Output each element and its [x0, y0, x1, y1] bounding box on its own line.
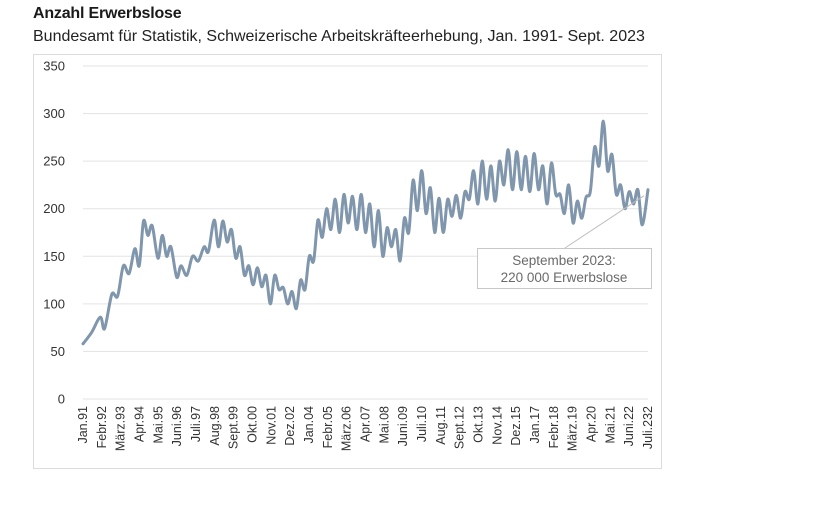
x-tick-label: Dez.15 [509, 406, 523, 446]
x-tick-label: März.19 [566, 406, 580, 451]
x-tick-label: Juli.97 [189, 406, 203, 442]
y-tick-label: 50 [51, 344, 65, 359]
y-tick-label: 150 [43, 249, 65, 264]
chart-subtitle: Bundesamt für Statistik, Schweizerische … [33, 28, 645, 45]
x-tick-label: Dez.02 [283, 406, 297, 446]
x-tick-label: Aug.11 [434, 406, 448, 445]
x-tick-label: Juni.22 [622, 406, 636, 446]
x-tick-label: Juli.232 [641, 406, 655, 449]
y-tick-label: 200 [43, 201, 65, 216]
annotation-line-1: September 2023: [512, 253, 616, 268]
x-tick-label: Sept.99 [227, 406, 241, 449]
x-tick-label: Jan.17 [528, 406, 542, 444]
x-tick-label: Okt.13 [472, 406, 486, 443]
series-line [81, 119, 650, 346]
annotation-leader [564, 195, 645, 249]
x-tick-label: Apr.07 [359, 406, 373, 442]
x-tick-label: Apr.20 [585, 406, 599, 442]
x-tick-label: Jan.91 [76, 406, 90, 444]
x-tick-label: Mai.95 [151, 406, 165, 444]
y-tick-label: 0 [58, 392, 65, 407]
x-tick-label: Febr.05 [321, 406, 335, 448]
y-tick-label: 350 [43, 59, 65, 74]
x-tick-label: Nov.14 [490, 406, 504, 445]
x-tick-label: Juni.96 [170, 406, 184, 446]
x-tick-label: Sept.12 [453, 406, 467, 449]
y-tick-label: 300 [43, 106, 65, 121]
x-tick-label: Nov.01 [264, 406, 278, 445]
chart-frame [33, 54, 662, 469]
y-axis: 0 50 100 150 200 250 300 350 [43, 59, 65, 407]
x-axis: Jan.91 Febr.92 März.93 Apr.94 Mai.95 Juni.96 J… [76, 406, 655, 451]
y-tick-label: 250 [43, 154, 65, 169]
annotation-box [477, 248, 652, 289]
x-tick-label: Mai.21 [603, 406, 617, 444]
x-tick-label: März.06 [340, 406, 354, 451]
x-tick-label: März.93 [114, 406, 128, 451]
y-tick-label: 100 [43, 296, 65, 311]
x-tick-label: Okt.00 [246, 406, 260, 443]
x-tick-label: Febr.92 [95, 406, 109, 448]
x-tick-label: Febr.18 [547, 406, 561, 448]
chart-title: Anzahl Erwerbslose [33, 5, 182, 22]
x-tick-label: Mai.08 [377, 406, 391, 444]
x-tick-label: Juli.10 [415, 406, 429, 442]
x-tick-label: Jan.04 [302, 406, 316, 444]
x-tick-label: Apr.94 [133, 406, 147, 442]
annotation-line-2: 220 000 Erwerbslose [501, 270, 628, 285]
annotation: September 2023: 220 000 Erwerbslose [477, 195, 652, 289]
x-tick-label: Juni.09 [396, 406, 410, 446]
x-tick-label: Aug.98 [208, 406, 222, 446]
